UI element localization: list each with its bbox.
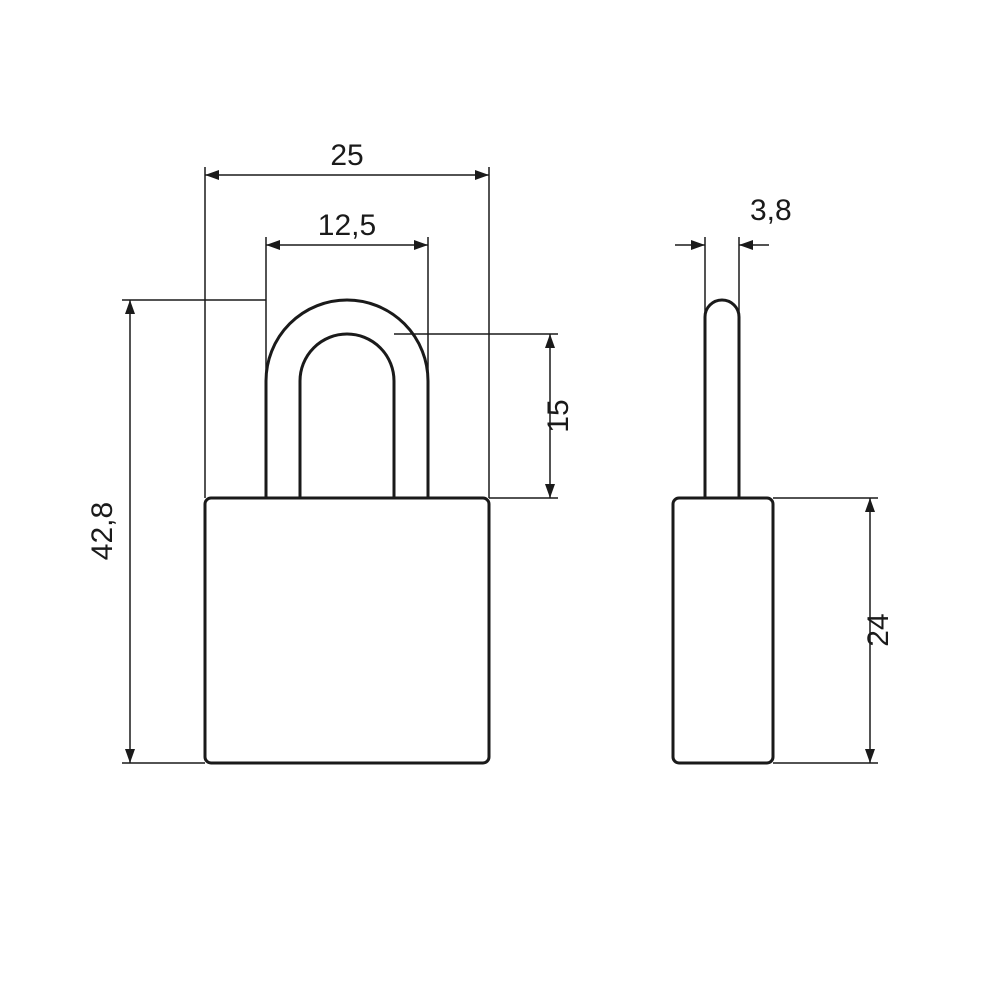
dim-label: 15 (542, 399, 575, 432)
dim-label: 3,8 (750, 194, 792, 227)
front-shackle-outer (266, 300, 428, 498)
side-body (673, 498, 773, 763)
side-shackle (705, 300, 739, 498)
dim-label: 24 (862, 613, 895, 646)
front-shackle-inner (300, 334, 394, 498)
dim-label: 25 (330, 139, 363, 172)
padlock-dimension-drawing: 25 12,5 42,8 15 3,8 24 (0, 0, 1000, 1000)
front-body (205, 498, 489, 763)
dim-label: 42,8 (86, 502, 119, 560)
dim-label: 12,5 (318, 209, 376, 242)
